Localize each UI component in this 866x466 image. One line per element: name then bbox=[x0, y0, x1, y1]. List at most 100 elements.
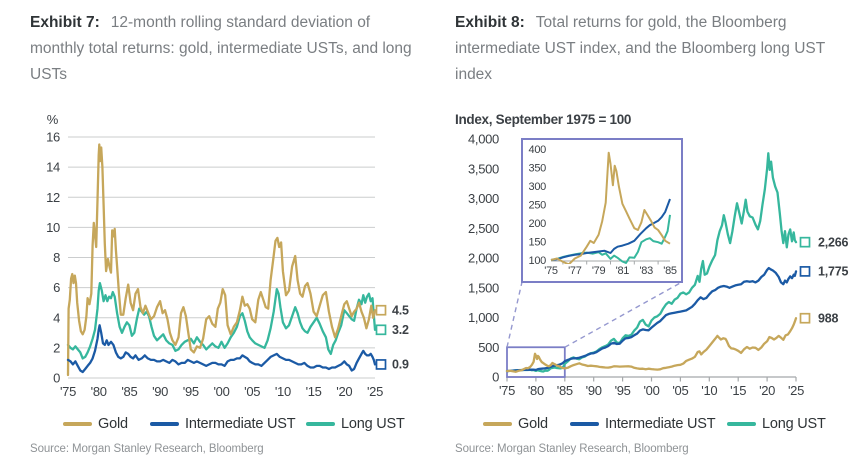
svg-text:14: 14 bbox=[46, 160, 60, 175]
svg-text:988: 988 bbox=[818, 311, 839, 325]
intermediate-ust-line-swatch bbox=[150, 422, 179, 426]
legend-label-long-ust: Long UST bbox=[341, 416, 405, 432]
end-marker-long-ust bbox=[799, 236, 811, 248]
legend-item-long-ust: Long UST bbox=[306, 416, 405, 432]
gold-line-swatch bbox=[483, 422, 512, 426]
inset-zoom-chart: 100 150 200 250 300 350 400 '75 '77 '79 '81 '83 '85 bbox=[521, 138, 683, 283]
total-returns-chart: 0 500 1,000 1,500 2,000 2,500 3,000 3,500 4,000 '… bbox=[455, 112, 849, 398]
exhibit-7-panel: Exhibit 7: 12-month rolling standard devi… bbox=[0, 10, 433, 455]
end-marker-gold bbox=[799, 312, 811, 324]
series-line-long-ust bbox=[66, 281, 377, 360]
exhibit-7-source: Source: Morgan Stanley Research, Bloombe… bbox=[30, 443, 264, 455]
end-marker-intermediate-ust bbox=[799, 266, 811, 277]
series-line-intermediate-ust bbox=[66, 324, 377, 374]
svg-text:%: % bbox=[47, 112, 59, 127]
end-marker-intermediate-ust bbox=[375, 359, 387, 370]
svg-text:8: 8 bbox=[53, 250, 60, 265]
svg-text:2,500: 2,500 bbox=[468, 221, 499, 236]
end-marker-long-ust bbox=[375, 324, 387, 336]
svg-text:3,000: 3,000 bbox=[468, 191, 499, 206]
rolling-stdev-chart: 0 2 4 6 8 10 12 14 16 '75 '80 '85 '90 '95 '00 '05 '10 '15… bbox=[46, 112, 409, 399]
svg-text:300: 300 bbox=[529, 181, 547, 193]
intermediate-ust-line-swatch bbox=[570, 422, 599, 426]
svg-text:'81: '81 bbox=[616, 265, 630, 277]
svg-text:Index, September 1975 = 100: Index, September 1975 = 100 bbox=[455, 112, 631, 127]
svg-text:400: 400 bbox=[529, 144, 547, 156]
svg-text:'77: '77 bbox=[568, 265, 582, 277]
svg-text:16: 16 bbox=[46, 130, 60, 145]
gold-line-swatch bbox=[63, 422, 92, 426]
svg-text:'95: '95 bbox=[183, 384, 199, 399]
svg-text:0: 0 bbox=[492, 370, 499, 385]
exhibit-8-legend: Gold Intermediate UST Long UST bbox=[433, 416, 866, 438]
svg-text:'75: '75 bbox=[499, 383, 515, 398]
legend-item-intermediate-ust: Intermediate UST bbox=[570, 416, 716, 432]
long-ust-line-swatch bbox=[306, 422, 335, 426]
svg-text:'20: '20 bbox=[336, 384, 352, 399]
svg-text:6: 6 bbox=[53, 280, 60, 295]
svg-text:2: 2 bbox=[53, 340, 60, 355]
series-line-gold bbox=[66, 143, 377, 377]
exhibit-8-label: Exhibit 8: bbox=[455, 14, 525, 31]
svg-text:'95: '95 bbox=[615, 383, 631, 398]
end-marker-gold bbox=[375, 304, 387, 316]
svg-text:1,775: 1,775 bbox=[818, 265, 849, 279]
svg-text:1,500: 1,500 bbox=[468, 280, 499, 295]
svg-text:1,000: 1,000 bbox=[468, 310, 499, 325]
svg-text:'75: '75 bbox=[544, 265, 558, 277]
svg-text:250: 250 bbox=[529, 199, 547, 211]
exhibit-8-title: Exhibit 8: Total returns for gold, the Bl… bbox=[455, 10, 855, 88]
exhibit-7-legend: Gold Intermediate UST Long UST bbox=[0, 416, 433, 438]
svg-text:'79: '79 bbox=[592, 265, 606, 277]
legend-item-gold: Gold bbox=[483, 416, 548, 432]
svg-text:0: 0 bbox=[53, 371, 60, 386]
svg-text:'15: '15 bbox=[730, 383, 746, 398]
svg-text:'25: '25 bbox=[788, 383, 804, 398]
svg-text:2,000: 2,000 bbox=[468, 251, 499, 266]
svg-text:'15: '15 bbox=[306, 384, 322, 399]
legend-label-long-ust: Long UST bbox=[762, 416, 826, 432]
svg-text:'90: '90 bbox=[586, 383, 602, 398]
svg-text:12: 12 bbox=[46, 190, 60, 205]
svg-text:500: 500 bbox=[478, 340, 499, 355]
svg-text:'85: '85 bbox=[121, 384, 137, 399]
svg-text:4: 4 bbox=[53, 310, 60, 325]
svg-text:4,000: 4,000 bbox=[468, 132, 499, 147]
svg-text:150: 150 bbox=[529, 236, 547, 248]
legend-label-intermediate-ust: Intermediate UST bbox=[185, 416, 296, 432]
legend-item-long-ust: Long UST bbox=[727, 416, 826, 432]
svg-text:'10: '10 bbox=[701, 383, 717, 398]
svg-text:0.9: 0.9 bbox=[392, 358, 409, 372]
legend-label-intermediate-ust: Intermediate UST bbox=[605, 416, 716, 432]
legend-item-intermediate-ust: Intermediate UST bbox=[150, 416, 296, 432]
svg-text:'75: '75 bbox=[60, 384, 76, 399]
exhibit-7-label: Exhibit 7: bbox=[30, 14, 100, 31]
exhibit-8-title-text: Total returns for gold, the Bloomberg in… bbox=[455, 14, 825, 83]
svg-text:'90: '90 bbox=[152, 384, 168, 399]
svg-text:'10: '10 bbox=[275, 384, 291, 399]
svg-text:2,266: 2,266 bbox=[818, 235, 849, 249]
svg-text:3.2: 3.2 bbox=[392, 323, 409, 337]
svg-text:10: 10 bbox=[46, 220, 60, 235]
legend-item-gold: Gold bbox=[63, 416, 128, 432]
legend-label-gold: Gold bbox=[518, 416, 548, 432]
long-ust-line-swatch bbox=[727, 422, 756, 426]
svg-text:3,500: 3,500 bbox=[468, 161, 499, 176]
svg-text:'20: '20 bbox=[759, 383, 775, 398]
svg-text:'05: '05 bbox=[244, 384, 260, 399]
svg-text:'80: '80 bbox=[91, 384, 107, 399]
exhibit-7-title-text: 12-month rolling standard deviation of m… bbox=[30, 14, 412, 83]
series-line-long-ust bbox=[505, 152, 798, 373]
exhibit-8-panel: Exhibit 8: Total returns for gold, the Bl… bbox=[433, 0, 866, 466]
svg-text:4.5: 4.5 bbox=[392, 303, 409, 317]
svg-text:100: 100 bbox=[529, 255, 547, 267]
svg-text:200: 200 bbox=[529, 218, 547, 230]
exhibit-8-source: Source: Morgan Stanley Research, Bloombe… bbox=[455, 443, 689, 455]
svg-text:'80: '80 bbox=[528, 383, 544, 398]
svg-text:'25: '25 bbox=[367, 384, 383, 399]
svg-text:'83: '83 bbox=[639, 265, 653, 277]
exhibit-7-title: Exhibit 7: 12-month rolling standard devi… bbox=[30, 10, 428, 88]
series-line-gold bbox=[505, 317, 798, 373]
svg-text:350: 350 bbox=[529, 162, 547, 174]
